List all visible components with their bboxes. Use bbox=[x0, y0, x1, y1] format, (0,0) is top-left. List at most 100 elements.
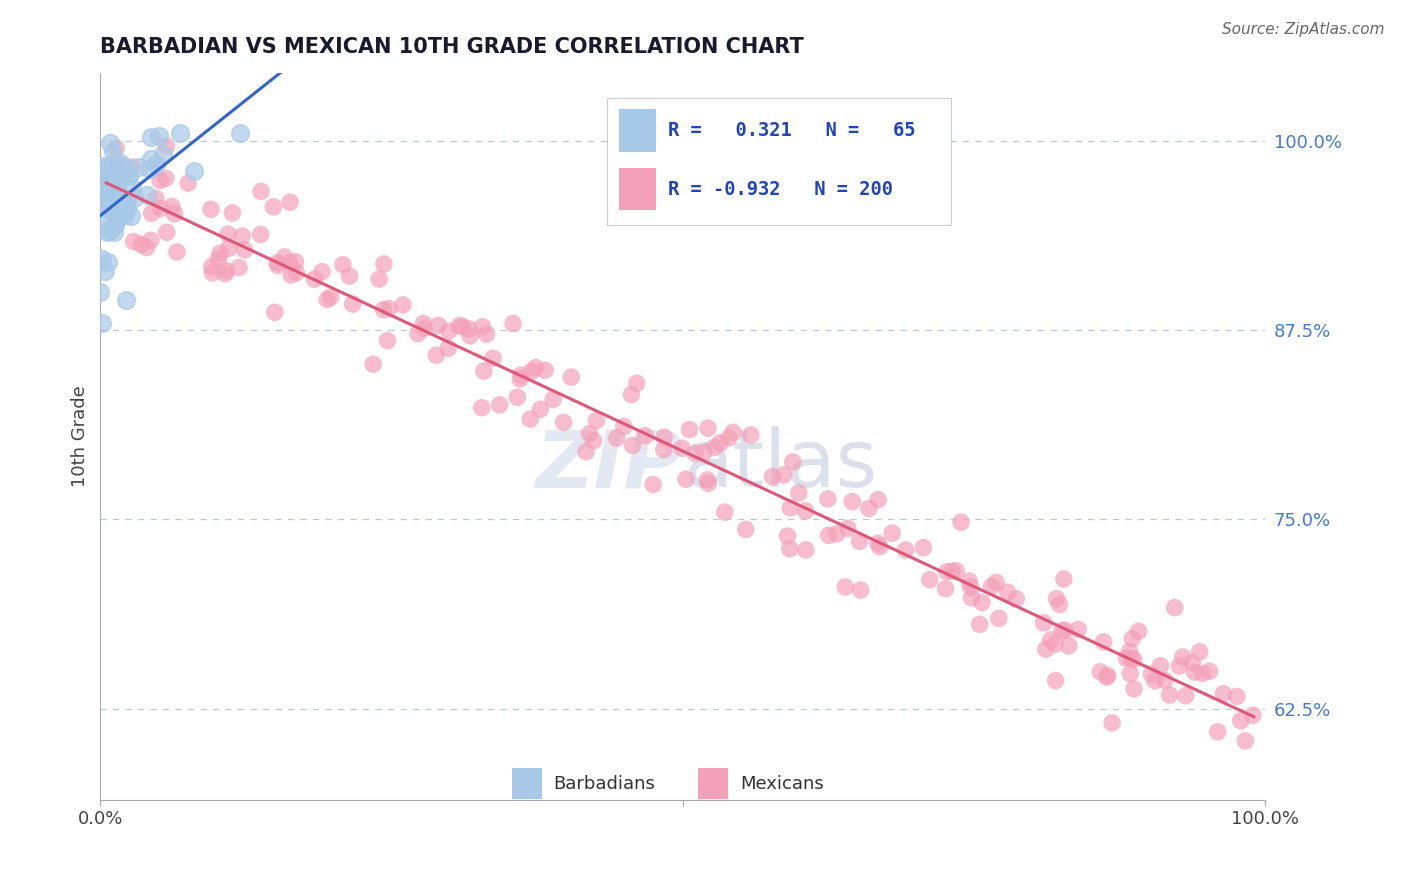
Point bbox=[267, 259, 290, 273]
Point bbox=[96, 171, 118, 186]
Point bbox=[101, 202, 124, 216]
Text: ZIP: ZIP bbox=[536, 426, 683, 504]
Point bbox=[373, 302, 395, 317]
Point bbox=[104, 206, 127, 220]
Point bbox=[304, 272, 326, 286]
Point bbox=[683, 446, 706, 460]
Point bbox=[406, 326, 429, 341]
Text: Mexicans: Mexicans bbox=[740, 774, 824, 792]
Point bbox=[1171, 650, 1194, 665]
Point bbox=[678, 423, 700, 437]
Point bbox=[104, 172, 127, 186]
Point bbox=[96, 226, 118, 240]
Point bbox=[152, 146, 174, 161]
Point bbox=[427, 318, 450, 333]
Point bbox=[912, 541, 935, 555]
Point bbox=[502, 317, 524, 331]
Point bbox=[115, 193, 138, 207]
Point bbox=[110, 204, 132, 219]
Point bbox=[100, 195, 122, 210]
Point bbox=[675, 472, 697, 486]
Point bbox=[620, 387, 643, 401]
Point bbox=[866, 536, 889, 550]
Point bbox=[582, 434, 605, 448]
Point bbox=[117, 201, 139, 215]
Point bbox=[451, 319, 474, 334]
Point bbox=[1119, 666, 1142, 681]
Point bbox=[1053, 572, 1076, 586]
Point bbox=[960, 580, 983, 594]
Point bbox=[1101, 715, 1123, 730]
Point bbox=[101, 198, 124, 212]
Point bbox=[89, 285, 111, 300]
Point bbox=[837, 521, 859, 535]
Point bbox=[105, 141, 128, 155]
Point bbox=[457, 322, 479, 336]
Point bbox=[120, 209, 142, 223]
Point bbox=[316, 293, 339, 307]
Point bbox=[94, 161, 117, 175]
Point bbox=[693, 445, 716, 459]
Point bbox=[776, 529, 799, 543]
Point bbox=[772, 467, 794, 482]
Point bbox=[124, 191, 146, 205]
Point bbox=[882, 526, 904, 541]
Point bbox=[918, 573, 941, 587]
Point bbox=[437, 341, 460, 355]
Point bbox=[1035, 642, 1057, 657]
Point bbox=[553, 415, 575, 429]
Point bbox=[148, 128, 170, 143]
Point bbox=[135, 241, 157, 255]
Point bbox=[585, 414, 607, 428]
Point bbox=[342, 297, 364, 311]
Point bbox=[104, 218, 127, 232]
Point bbox=[721, 425, 744, 440]
Point bbox=[696, 421, 718, 435]
Point bbox=[278, 195, 301, 210]
Point bbox=[437, 324, 460, 338]
Point bbox=[118, 167, 141, 181]
Text: R =   0.321   N =   65: R = 0.321 N = 65 bbox=[668, 121, 915, 140]
Point bbox=[145, 191, 167, 205]
Point bbox=[519, 412, 541, 426]
Point bbox=[779, 500, 801, 515]
Point bbox=[520, 364, 543, 378]
Point bbox=[229, 126, 252, 140]
Point bbox=[101, 145, 124, 160]
Point bbox=[93, 178, 115, 192]
Point bbox=[155, 139, 177, 153]
Point bbox=[90, 252, 112, 266]
Point bbox=[529, 402, 551, 417]
Point bbox=[613, 419, 636, 434]
Point bbox=[534, 363, 557, 377]
Point bbox=[941, 564, 963, 578]
Point bbox=[626, 376, 648, 391]
Point bbox=[93, 194, 115, 209]
Point bbox=[104, 200, 127, 214]
Point bbox=[1118, 644, 1140, 658]
Point bbox=[412, 317, 434, 331]
Point bbox=[200, 202, 222, 217]
FancyBboxPatch shape bbox=[619, 168, 657, 211]
Point bbox=[105, 168, 128, 182]
Point bbox=[969, 617, 991, 632]
FancyBboxPatch shape bbox=[619, 110, 657, 153]
Point bbox=[825, 527, 848, 541]
Point bbox=[472, 364, 495, 378]
Point bbox=[361, 357, 384, 371]
Point bbox=[368, 272, 391, 286]
Point bbox=[103, 225, 125, 239]
Point bbox=[139, 162, 162, 177]
Point bbox=[980, 579, 1002, 593]
FancyBboxPatch shape bbox=[607, 98, 950, 226]
Point bbox=[266, 256, 288, 270]
Point bbox=[392, 298, 415, 312]
Point bbox=[621, 438, 644, 452]
Point bbox=[377, 334, 399, 348]
Point bbox=[817, 528, 839, 542]
Point bbox=[1057, 639, 1080, 653]
Point bbox=[1049, 598, 1071, 612]
Point bbox=[524, 360, 547, 375]
Point bbox=[115, 293, 138, 307]
Point bbox=[118, 169, 141, 184]
